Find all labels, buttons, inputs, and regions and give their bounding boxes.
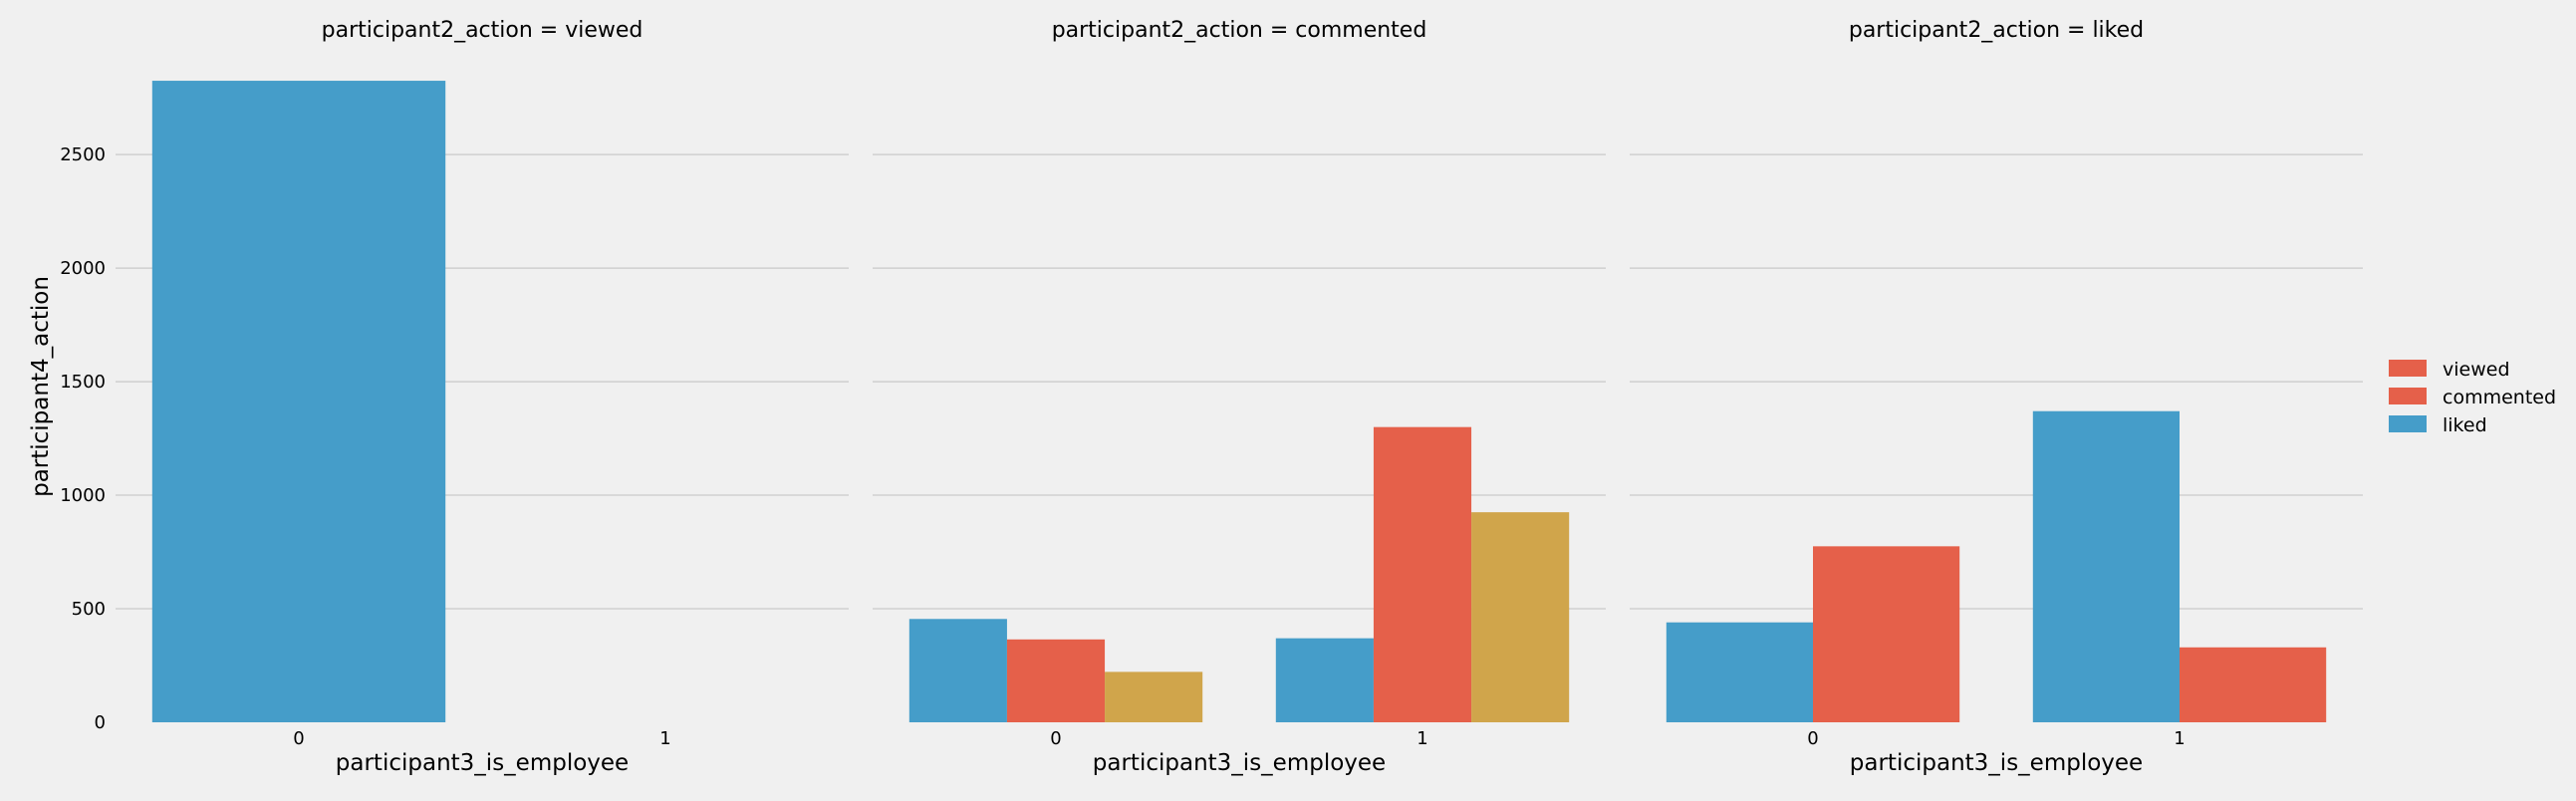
legend-label: viewed [2443,359,2510,381]
bar-commented-0 [1813,546,1960,722]
bar-commented-1 [2180,647,2327,722]
panel-title: participant2_action = commented [1052,18,1427,43]
y-tick-label: 1000 [60,485,106,506]
bar-commented-1 [1373,426,1472,722]
y-tick-label: 500 [72,599,106,620]
x-tick-label: 0 [293,728,304,749]
bar-viewed-1 [1471,512,1570,722]
y-tick-label: 1500 [60,372,106,393]
bar-liked-0 [1666,622,1813,722]
bar-viewed-0 [1105,671,1203,722]
y-axis-label: participant4_action [28,276,54,497]
panel-title: participant2_action = viewed [322,18,644,43]
x-tick-label: 0 [1050,728,1061,749]
legend-label: commented [2443,387,2556,408]
x-axis-label: participant3_is_employee [336,750,629,776]
x-axis-label: participant3_is_employee [1093,750,1386,776]
x-axis-label: participant3_is_employee [1850,750,2143,776]
x-tick-label: 1 [659,728,670,749]
x-tick-label: 1 [1417,728,1427,749]
y-tick-label: 2500 [60,144,106,165]
legend-label: liked [2443,414,2487,436]
x-tick-label: 1 [2174,728,2185,749]
bar-commented-0 [1006,639,1106,722]
bar-liked-1 [2032,410,2180,722]
bar-liked-1 [1275,638,1374,722]
legend-swatch-viewed [2389,360,2427,377]
bar-liked-0 [908,619,1007,722]
x-tick-label: 0 [1807,728,1818,749]
legend-swatch-commented [2389,388,2427,404]
panel-title: participant2_action = liked [1849,18,2144,43]
bar-liked-0 [151,81,446,722]
y-tick-label: 0 [95,712,106,733]
y-tick-label: 2000 [60,258,106,279]
legend-swatch-liked [2389,415,2427,432]
